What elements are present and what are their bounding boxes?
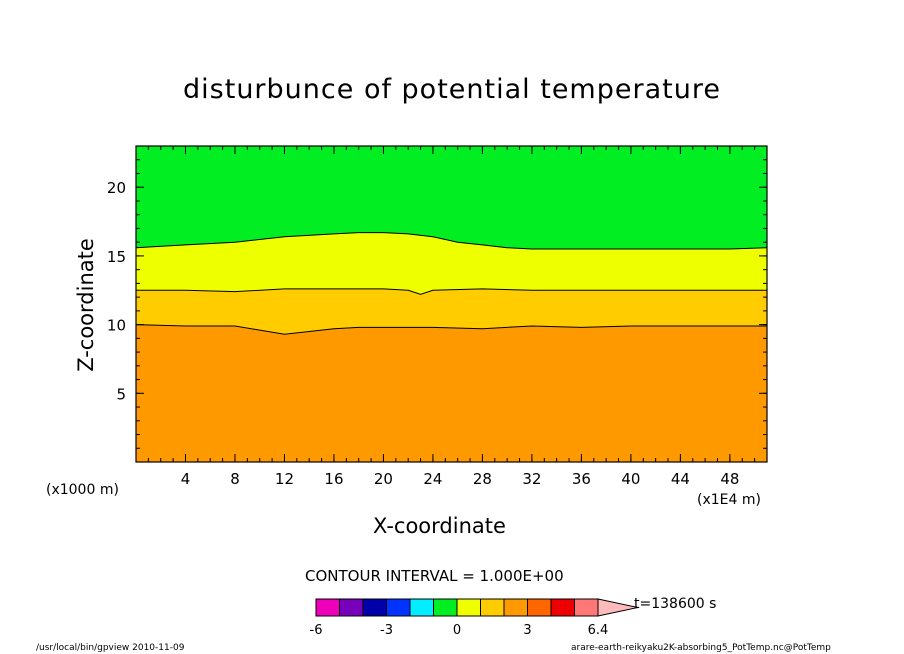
region-0 (136, 324, 767, 462)
colorbar-swatch (527, 598, 552, 617)
contour-interval-label: CONTOUR INTERVAL = 1.000E+00 (305, 567, 564, 585)
colorbar-arrow (597, 598, 639, 617)
colorbar-swatch (480, 598, 505, 617)
x-tick-label: 24 (423, 470, 442, 488)
time-label: t=138600 s (634, 596, 717, 612)
colorbar-label: 3 (523, 623, 531, 638)
plot-frame (135, 145, 768, 463)
colorbar-label: -3 (380, 623, 393, 638)
colorbar-swatch (339, 598, 364, 617)
contour-line-2 (135, 232, 768, 250)
colorbar-label: -6 (310, 623, 323, 638)
x-tick-label: 12 (275, 470, 294, 488)
colorbar-swatch (315, 598, 340, 617)
x-scale-note-left: (x1000 m) (46, 482, 119, 498)
colorbar-swatch (456, 598, 481, 617)
x-tick-label: 36 (572, 470, 591, 488)
footer-program: /usr/local/bin/gpview 2010-11-09 (36, 643, 185, 653)
y-tick-label: 5 (116, 385, 126, 403)
x-tick-label: 16 (324, 470, 343, 488)
x-tick-label: 4 (181, 470, 191, 488)
chart-title: disturbunce of potential temperature (183, 74, 721, 105)
x-tick-label: 44 (671, 470, 690, 488)
x-scale-note-right: (x1E4 m) (697, 492, 761, 508)
filled-regions (136, 146, 767, 462)
contour-line-0 (135, 324, 767, 335)
colorbar: -6 -3 0 3 6.4 (310, 598, 639, 638)
x-axis-label: X-coordinate (373, 514, 506, 538)
region-1 (136, 288, 767, 335)
colorbar-swatch (433, 598, 458, 617)
colorbar-swatch (574, 598, 599, 617)
x-tick-label: 8 (230, 470, 240, 488)
x-tick-label: 40 (621, 470, 640, 488)
region-3 (136, 146, 767, 249)
footer-source: arare-earth-reikyaku2K-absorbing5_PotTem… (571, 643, 831, 653)
y-axis-label: Z-coordinate (74, 238, 98, 372)
y-tick-label: 10 (107, 317, 126, 335)
colorbar-swatch (409, 598, 434, 617)
colorbar-label: 0 (453, 623, 461, 638)
x-tick-label: 48 (720, 470, 739, 488)
colorbar-swatch (503, 598, 528, 617)
colorbar-label: 6.4 (588, 623, 609, 638)
region-2 (136, 232, 767, 295)
y-tick-label: 20 (107, 179, 126, 197)
x-tick-label: 20 (374, 470, 393, 488)
contour-lines (135, 232, 768, 335)
y-tick-label: 15 (107, 248, 126, 266)
contour-line-1 (136, 288, 767, 295)
x-tick-label: 32 (522, 470, 541, 488)
colorbar-swatch (362, 598, 387, 617)
colorbar-swatch (550, 598, 575, 617)
x-tick-label: 28 (473, 470, 492, 488)
colorbar-swatch (386, 598, 411, 617)
